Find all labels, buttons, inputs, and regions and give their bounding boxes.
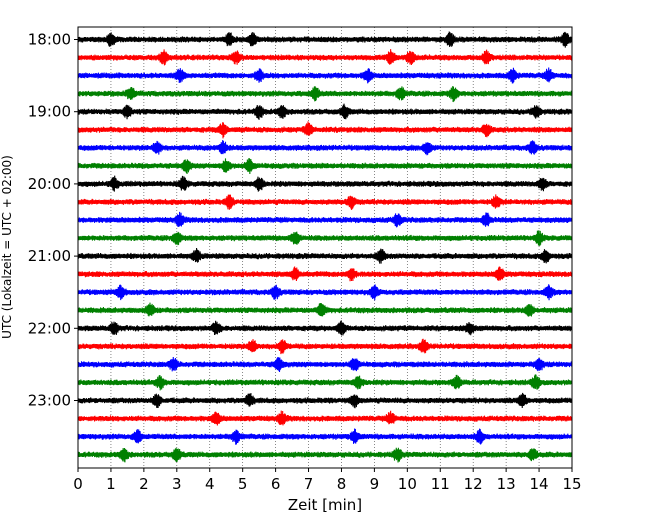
y-tick-label: 22:00	[28, 319, 71, 337]
trace-2000	[77, 175, 573, 192]
trace-1830	[77, 67, 573, 84]
y-tick-label: 23:00	[28, 392, 71, 410]
trace-2315	[77, 410, 573, 426]
trace-2130	[77, 284, 573, 301]
plot-frame	[77, 26, 573, 469]
trace-2045	[77, 230, 573, 246]
x-tick-label: 5	[238, 475, 248, 493]
x-tick-label: 6	[271, 475, 281, 493]
x-tick-label: 2	[139, 475, 149, 493]
y-tick-label: 18:00	[28, 31, 71, 49]
trace-2200	[77, 320, 573, 336]
x-tick-label: 7	[304, 475, 314, 493]
trace-2345	[77, 447, 573, 463]
x-tick-label: 15	[562, 475, 581, 493]
trace-2115	[77, 266, 573, 282]
trace-2145	[77, 302, 573, 317]
x-tick-label: 3	[172, 475, 182, 493]
y-axis-ticks: 18:00 19:00 20:00 21:00 22:00 23:00	[28, 31, 78, 410]
seismic-traces	[77, 31, 573, 463]
trace-2330	[77, 428, 573, 445]
trace-2030	[77, 211, 573, 228]
y-axis-label: UTC (Lokalzeit = UTC + 02:00)	[0, 155, 14, 339]
x-axis-ticks: 0 1 2 3 4 5 6 7 8 9 10 11 12 13 14 15	[73, 468, 582, 493]
trace-2100	[77, 247, 573, 264]
trace-2230	[77, 357, 573, 373]
trace-1800	[77, 31, 573, 48]
x-tick-label: 9	[370, 475, 380, 493]
trace-2300	[77, 392, 573, 409]
x-tick-label: 14	[530, 475, 549, 493]
x-tick-label: 11	[431, 475, 450, 493]
x-tick-label: 8	[337, 475, 347, 493]
x-tick-label: 4	[205, 475, 215, 493]
y-tick-label: 20:00	[28, 175, 71, 193]
trace-1915	[77, 121, 573, 139]
x-tick-label: 10	[398, 475, 417, 493]
trace-1930	[77, 140, 573, 156]
trace-2215	[77, 338, 573, 355]
trace-1900	[77, 103, 573, 120]
trace-2245	[77, 374, 573, 391]
trace-1815	[77, 49, 573, 66]
trace-1845	[77, 86, 573, 103]
x-tick-label: 13	[497, 475, 516, 493]
trace-2015	[77, 194, 573, 210]
y-tick-label: 19:00	[28, 103, 71, 121]
x-tick-label: 0	[73, 475, 83, 493]
trace-1945	[77, 158, 573, 174]
x-axis-label: Zeit [min]	[288, 496, 362, 514]
y-tick-label: 21:00	[28, 247, 71, 265]
x-tick-label: 1	[106, 475, 116, 493]
x-tick-label: 12	[464, 475, 483, 493]
